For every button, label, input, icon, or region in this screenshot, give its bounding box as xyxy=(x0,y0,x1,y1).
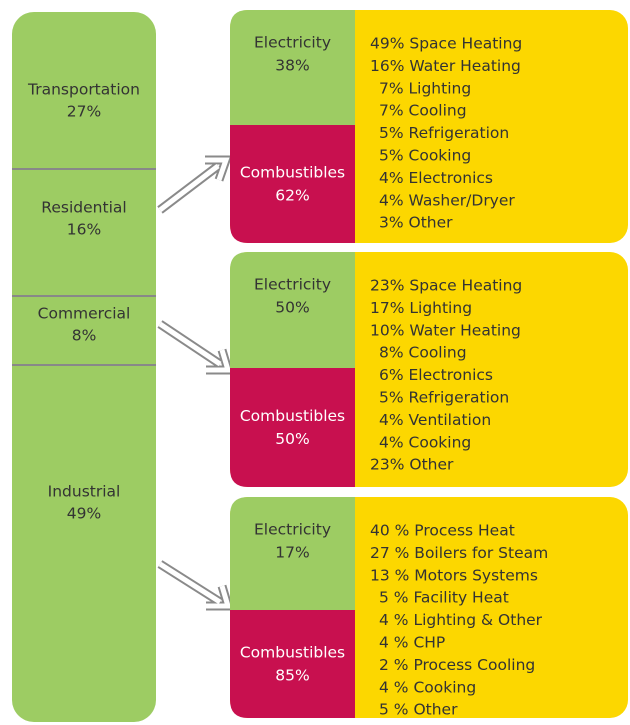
arrow xyxy=(157,155,233,214)
arrow xyxy=(157,560,235,611)
combustibles-label: Combustibles xyxy=(240,407,345,425)
electricity-share: 17% xyxy=(275,544,309,562)
electricity-box xyxy=(230,252,355,368)
sector-name: Commercial xyxy=(38,305,131,323)
end-use-item: 4% Cooking xyxy=(379,433,471,451)
sector-name: Transportation xyxy=(27,81,140,99)
end-use-item: 5 % Other xyxy=(379,701,458,719)
end-use-item: 7% Cooling xyxy=(379,102,467,120)
end-use-item: 5 % Facility Heat xyxy=(379,589,509,607)
combustibles-box xyxy=(230,610,355,718)
arrow xyxy=(157,320,235,375)
end-use-item: 10% Water Heating xyxy=(370,321,521,339)
end-use-item: 4% Washer/Dryer xyxy=(379,191,515,209)
combustibles-share: 85% xyxy=(275,667,309,685)
sector-name: Residential xyxy=(41,199,126,217)
combustibles-label: Combustibles xyxy=(240,164,345,182)
sector-column xyxy=(12,12,156,722)
end-use-item: 13 % Motors Systems xyxy=(370,566,538,584)
combustibles-label: Combustibles xyxy=(240,644,345,662)
end-use-item: 5% Refrigeration xyxy=(379,124,509,142)
end-use-item: 16% Water Heating xyxy=(370,57,521,75)
electricity-label: Electricity xyxy=(254,34,331,52)
end-use-item: 2 % Process Cooling xyxy=(379,656,535,674)
end-use-item: 23% Other xyxy=(370,456,454,474)
combustibles-box xyxy=(230,368,355,487)
end-use-item: 40 % Process Heat xyxy=(370,522,515,540)
combustibles-share: 50% xyxy=(275,430,309,448)
sector-share: 8% xyxy=(72,327,97,345)
sector-name: Industrial xyxy=(48,483,121,501)
end-use-item: 49% Space Heating xyxy=(370,35,522,53)
sector-share: 49% xyxy=(67,505,101,523)
end-use-item: 6% Electronics xyxy=(379,366,493,384)
electricity-box xyxy=(230,497,355,610)
combustibles-box xyxy=(230,125,355,243)
end-use-item: 4% Electronics xyxy=(379,169,493,187)
end-use-item: 7% Lighting xyxy=(379,79,471,97)
electricity-label: Electricity xyxy=(254,276,331,294)
end-use-item: 5% Cooking xyxy=(379,147,471,165)
end-use-item: 8% Cooling xyxy=(379,344,467,362)
end-use-item: 3% Other xyxy=(379,214,453,232)
end-use-item: 5% Refrigeration xyxy=(379,389,509,407)
end-use-item: 23% Space Heating xyxy=(370,277,522,295)
combustibles-share: 62% xyxy=(275,187,309,205)
electricity-box xyxy=(230,10,355,125)
end-use-item: 27 % Boilers for Steam xyxy=(370,544,548,562)
end-use-item: 4 % Lighting & Other xyxy=(379,611,543,629)
end-use-item: 4% Ventilation xyxy=(379,411,491,429)
end-use-item: 4 % Cooking xyxy=(379,678,476,696)
electricity-share: 38% xyxy=(275,57,309,75)
end-use-item: 4 % CHP xyxy=(379,634,445,652)
end-use-item: 17% Lighting xyxy=(370,299,472,317)
sector-share: 27% xyxy=(67,103,101,121)
electricity-share: 50% xyxy=(275,299,309,317)
sector-share: 16% xyxy=(67,221,101,239)
electricity-label: Electricity xyxy=(254,521,331,539)
